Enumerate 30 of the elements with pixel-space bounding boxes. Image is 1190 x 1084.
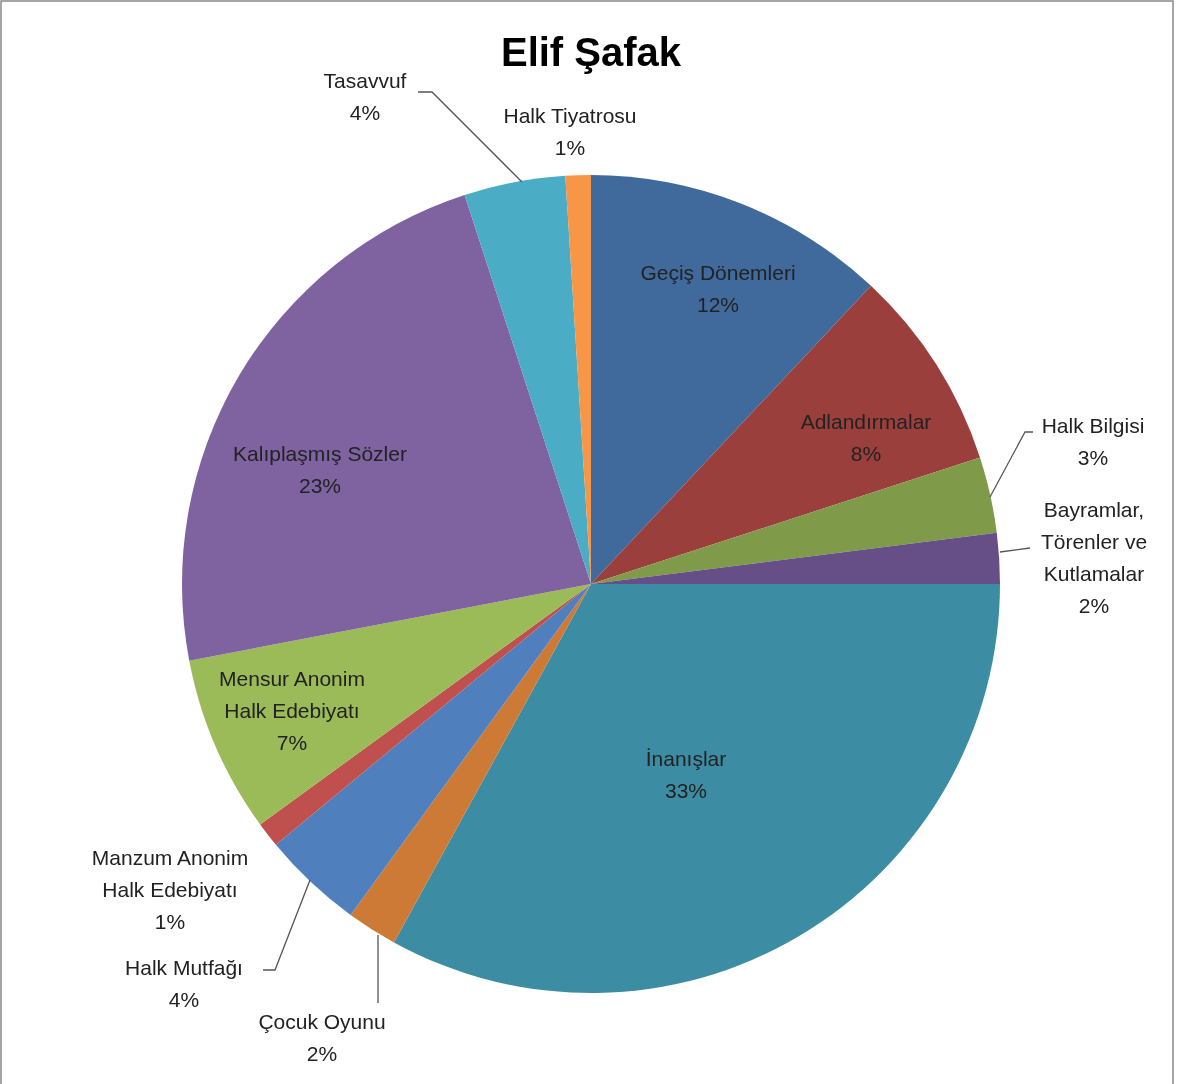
data-label: 12% bbox=[696, 293, 740, 317]
pie-slice bbox=[464, 175, 591, 584]
slice-label: Halk Mutfağı bbox=[125, 956, 243, 980]
slice-label: Çocuk Oyunu bbox=[258, 1010, 386, 1034]
pie-slice bbox=[189, 584, 591, 825]
data-label: 4% bbox=[168, 988, 200, 1012]
data-label: 23% bbox=[298, 474, 342, 498]
slice-label: Manzum Anonim Halk Edebiyatı bbox=[91, 846, 249, 902]
slice-label: Mensur Anonim Halk Edebiyatı bbox=[219, 667, 365, 723]
pie-slice bbox=[182, 195, 591, 661]
slice-label: İnanışlar bbox=[645, 747, 727, 771]
chart-title: Elif Şafak bbox=[500, 30, 682, 74]
data-label: 8% bbox=[850, 442, 882, 466]
data-label: 7% bbox=[276, 731, 308, 755]
slice-label: Halk Tiyatrosu bbox=[503, 104, 637, 128]
data-label: 1% bbox=[154, 910, 186, 934]
data-label: 3% bbox=[1077, 446, 1109, 470]
slice-label: Halk Bilgisi bbox=[1041, 414, 1145, 438]
slice-label: Bayramlar, Törenler ve Kutlamalar bbox=[1040, 498, 1148, 586]
data-label: 33% bbox=[664, 779, 708, 803]
data-label: 2% bbox=[306, 1042, 338, 1066]
data-label: 4% bbox=[349, 101, 381, 125]
slice-label: Geçiş Dönemleri bbox=[640, 261, 796, 285]
slice-label: Adlandırmalar bbox=[800, 410, 932, 434]
slice-label: Kalıplaşmış Sözler bbox=[233, 442, 407, 466]
pie-slice bbox=[591, 285, 980, 584]
data-label: 2% bbox=[1078, 594, 1110, 618]
data-label: 1% bbox=[554, 136, 586, 160]
pie-slice bbox=[393, 584, 1000, 993]
slice-label: Tasavvuf bbox=[323, 69, 407, 93]
